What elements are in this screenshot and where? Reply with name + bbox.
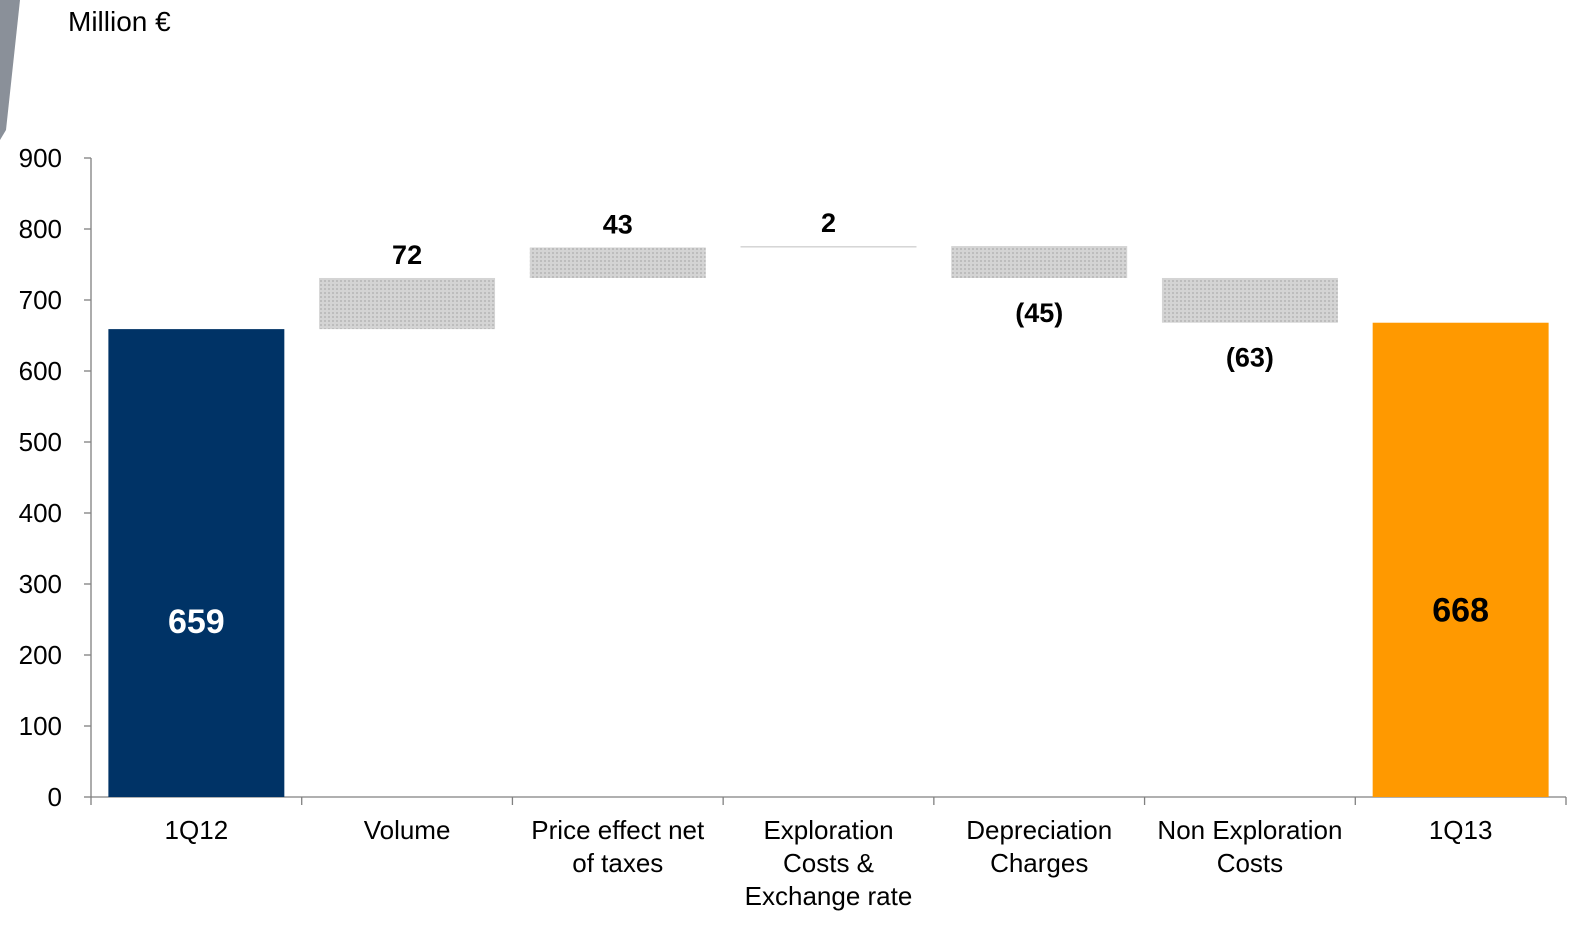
category-label: Charges: [990, 848, 1088, 878]
delta-bar: [529, 247, 706, 278]
category-label: Non Exploration: [1157, 815, 1342, 845]
category-label: Price effect net: [531, 815, 705, 845]
bars: [108, 246, 1549, 797]
y-tick-label: 0: [48, 782, 62, 812]
unit-label: Million €: [68, 6, 171, 37]
data-labels: 659 72 43 2 (45) (63) 668: [168, 208, 1489, 641]
y-tick-label: 700: [19, 285, 62, 315]
delta-bar: [319, 277, 496, 330]
delta-bar: [740, 246, 917, 248]
y-tick-label: 200: [19, 640, 62, 670]
data-label: (63): [1226, 343, 1274, 373]
category-label: Exchange rate: [745, 881, 913, 911]
delta-bar: [1161, 277, 1338, 323]
data-label: 668: [1432, 592, 1489, 630]
y-tick-label: 800: [19, 214, 62, 244]
corner-decoration: [0, 0, 20, 140]
category-label: 1Q12: [165, 815, 229, 845]
data-label: 2: [821, 208, 836, 238]
data-label: 43: [603, 209, 633, 239]
category-label: of taxes: [572, 848, 663, 878]
data-label: (45): [1015, 298, 1063, 328]
category-label: Volume: [364, 815, 451, 845]
y-tick-label: 900: [19, 143, 62, 173]
total-bar: [108, 329, 285, 797]
category-label: Depreciation: [966, 815, 1112, 845]
y-tick-label: 500: [19, 427, 62, 457]
y-tick-label: 400: [19, 498, 62, 528]
y-tick-label: 100: [19, 711, 62, 741]
axes: 0 100 200 300 400 500 600 700 800 900: [19, 143, 1567, 812]
delta-bar: [951, 246, 1128, 278]
category-label: Costs &: [783, 848, 874, 878]
data-label: 72: [392, 240, 422, 270]
category-label: Exploration: [763, 815, 893, 845]
category-label: 1Q13: [1429, 815, 1493, 845]
y-tick-label: 600: [19, 356, 62, 386]
data-label: 659: [168, 603, 225, 641]
category-label: Costs: [1217, 848, 1283, 878]
y-tick-label: 300: [19, 569, 62, 599]
total-bar: [1372, 322, 1549, 797]
